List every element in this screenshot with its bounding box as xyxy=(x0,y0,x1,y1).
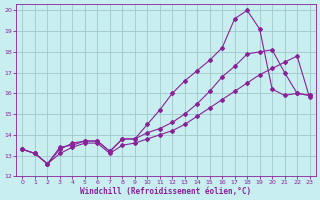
X-axis label: Windchill (Refroidissement éolien,°C): Windchill (Refroidissement éolien,°C) xyxy=(80,187,252,196)
